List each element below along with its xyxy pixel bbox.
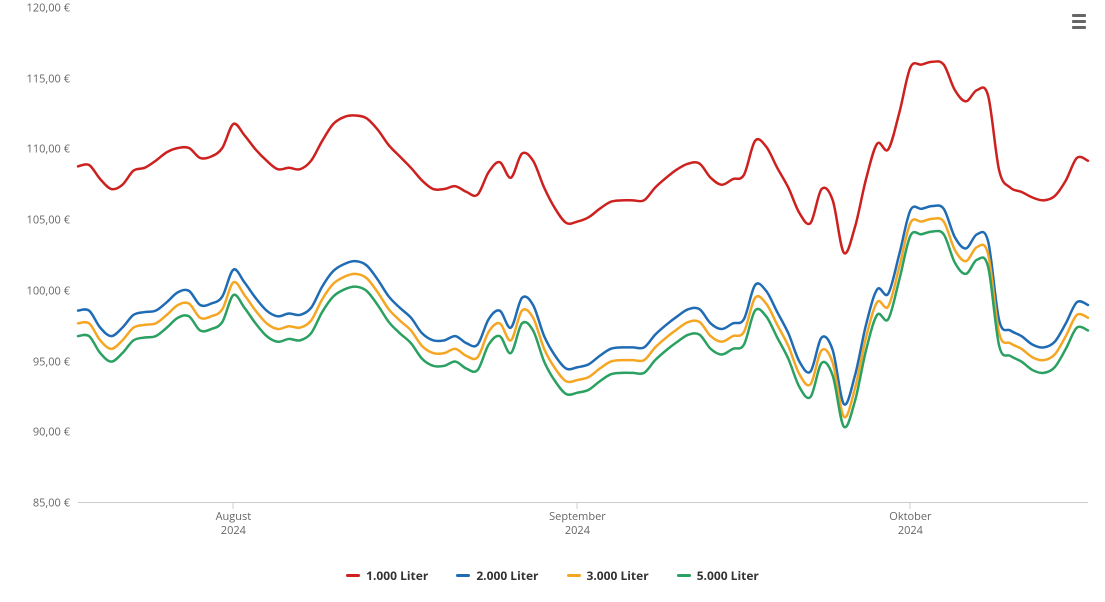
- legend-item[interactable]: 2.000 Liter: [456, 567, 538, 584]
- x-axis-tick: September2024: [549, 510, 606, 539]
- legend-item[interactable]: 3.000 Liter: [567, 567, 649, 584]
- y-axis-tick: 100,00 €: [0, 283, 70, 298]
- y-axis-tick: 120,00 €: [0, 1, 70, 16]
- series-line: [78, 218, 1088, 417]
- legend-swatch: [346, 574, 360, 577]
- legend-label: 2.000 Liter: [476, 567, 538, 584]
- legend-label: 5.000 Liter: [697, 567, 759, 584]
- legend-label: 1.000 Liter: [366, 567, 428, 584]
- x-axis-tick: August2024: [216, 510, 252, 539]
- y-axis-tick: 95,00 €: [0, 354, 70, 369]
- y-axis-tick: 85,00 €: [0, 496, 70, 511]
- x-axis-tick: Oktober2024: [889, 510, 931, 539]
- chart-lines-svg: [78, 8, 1088, 503]
- y-axis-tick: 110,00 €: [0, 142, 70, 157]
- price-line-chart: 85,00 € 90,00 € 95,00 € 100,00 € 105,00 € 110…: [0, 0, 1105, 602]
- legend-label: 3.000 Liter: [587, 567, 649, 584]
- legend-swatch: [456, 574, 470, 577]
- chart-menu-button[interactable]: [1067, 10, 1091, 32]
- series-line: [78, 231, 1088, 427]
- y-axis-tick: 90,00 €: [0, 425, 70, 440]
- series-line: [78, 61, 1088, 253]
- legend-item[interactable]: 5.000 Liter: [677, 567, 759, 584]
- legend-item[interactable]: 1.000 Liter: [346, 567, 428, 584]
- legend-swatch: [567, 574, 581, 577]
- legend: 1.000 Liter 2.000 Liter 3.000 Liter 5.000 L…: [0, 567, 1105, 584]
- legend-swatch: [677, 574, 691, 577]
- y-axis-tick: 105,00 €: [0, 213, 70, 228]
- y-axis-tick: 115,00 €: [0, 71, 70, 86]
